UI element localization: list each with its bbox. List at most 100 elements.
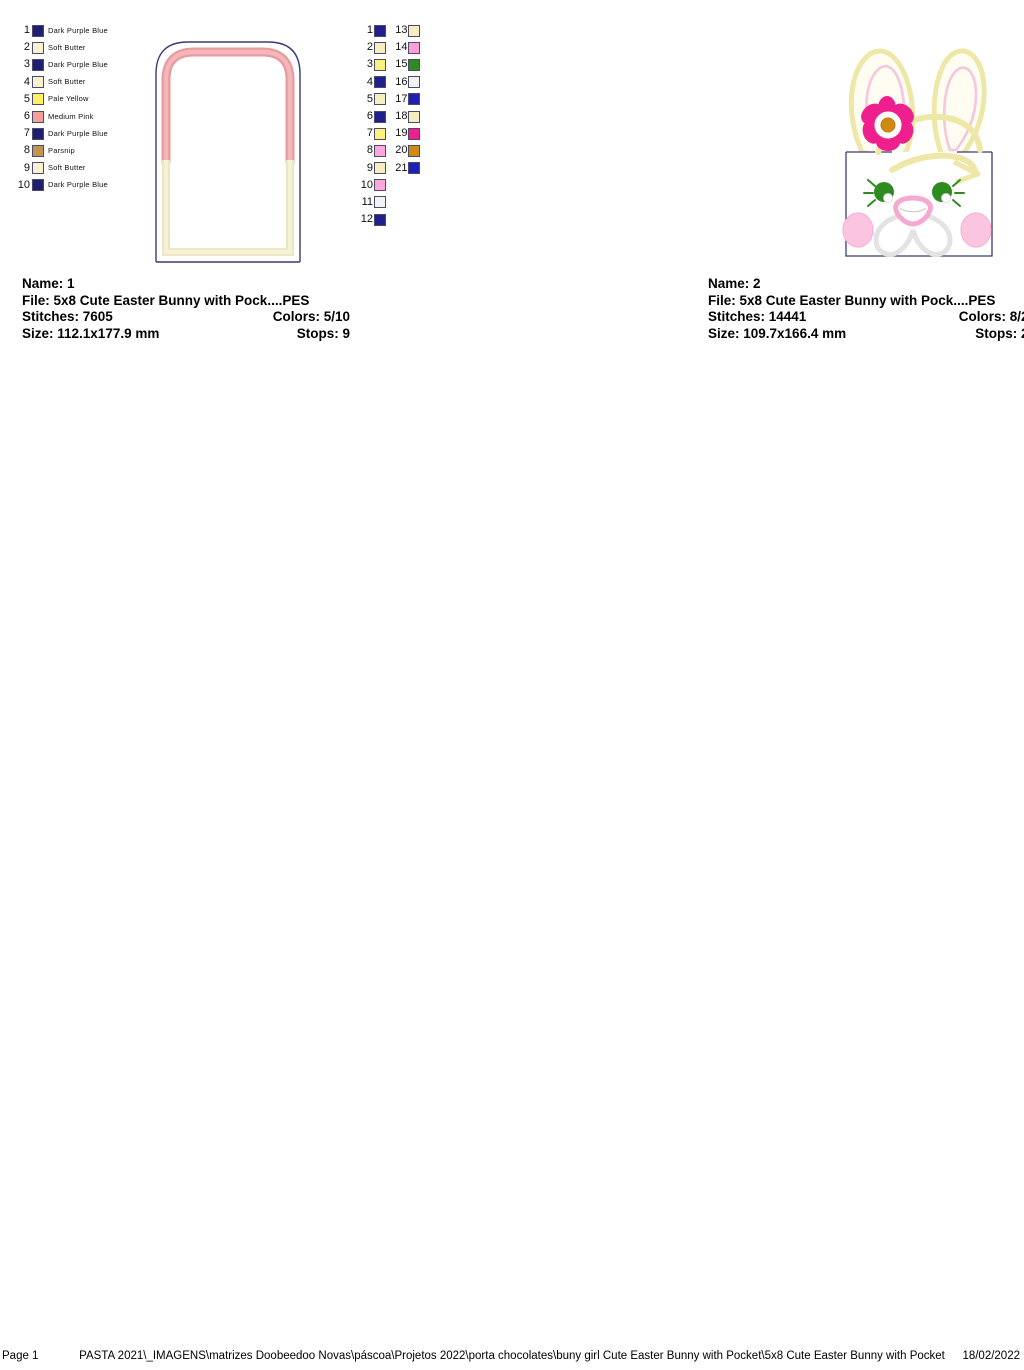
color-swatch[interactable] — [32, 179, 44, 192]
legend-index: 8 — [23, 144, 30, 157]
color-swatch[interactable] — [32, 93, 44, 106]
color-swatch[interactable] — [374, 144, 386, 157]
legend-row[interactable]: 10 — [356, 177, 386, 194]
legend-row[interactable]: 4 — [356, 74, 386, 91]
color-swatch[interactable] — [32, 76, 44, 89]
legend-index: 7 — [366, 127, 373, 140]
legend-index: 9 — [23, 161, 30, 174]
legend-row[interactable]: 12 — [356, 211, 386, 228]
color-swatch[interactable] — [374, 162, 386, 175]
legend-index: 2 — [23, 41, 30, 54]
legend-row[interactable]: 2 — [356, 39, 386, 56]
design-size: Size: 112.1x177.9 mm — [22, 325, 160, 341]
legend-row[interactable]: 2 Soft Butter — [12, 39, 108, 56]
legend-row[interactable]: 6 Medium Pink — [12, 108, 108, 125]
legend-column: 1 Dark Purple Blue 2 Soft Butter 3 Dark … — [12, 22, 108, 194]
legend-row[interactable]: 9 Soft Butter — [12, 160, 108, 177]
legend-row[interactable]: 18 — [390, 108, 421, 125]
color-swatch[interactable] — [374, 196, 386, 209]
color-swatch[interactable] — [374, 110, 386, 123]
color-swatch[interactable] — [374, 76, 386, 89]
color-swatch[interactable] — [374, 24, 386, 37]
color-swatch[interactable] — [374, 41, 386, 54]
color-swatch[interactable] — [408, 162, 421, 175]
legend-index: 3 — [366, 58, 373, 71]
legend-row[interactable]: 17 — [390, 91, 421, 108]
design-stitches: Stitches: 14441 — [708, 309, 807, 325]
footer-file-path: PASTA 2021\_IMAGENS\matrizes Doobeedoo N… — [79, 1350, 945, 1362]
legend-row[interactable]: 9 — [356, 160, 386, 177]
color-swatch[interactable] — [32, 144, 44, 157]
legend-index: 20 — [395, 144, 408, 157]
color-swatch[interactable] — [408, 144, 421, 157]
legend-row[interactable]: 21 — [390, 160, 421, 177]
color-swatch[interactable] — [32, 58, 44, 71]
legend-row[interactable]: 10 Dark Purple Blue — [12, 177, 108, 194]
color-swatch[interactable] — [408, 76, 421, 89]
color-swatch[interactable] — [408, 127, 421, 140]
color-swatch[interactable] — [32, 110, 44, 123]
color-swatch[interactable] — [408, 58, 421, 71]
legend-row[interactable]: 7 Dark Purple Blue — [12, 125, 108, 142]
design-stitches-colors: Stitches: 14441 Colors: 8/21 — [708, 309, 1024, 326]
design-stitches: Stitches: 7605 — [22, 309, 113, 325]
legend-row[interactable]: 11 — [356, 194, 386, 211]
legend-color-name: Dark Purple Blue — [48, 25, 108, 35]
color-swatch[interactable] — [374, 58, 386, 71]
legend-column-right: 13 14 15 16 17 18 — [390, 22, 421, 177]
legend-row[interactable]: 3 — [356, 56, 386, 73]
legend-row[interactable]: 14 — [390, 39, 421, 56]
legend-row[interactable]: 4 Soft Butter — [12, 74, 108, 91]
legend-row[interactable]: 15 — [390, 56, 421, 73]
legend-row[interactable]: 6 — [356, 108, 386, 125]
color-legend-1: 1 Dark Purple Blue 2 Soft Butter 3 Dark … — [12, 22, 108, 194]
legend-index: 1 — [366, 24, 373, 37]
color-swatch[interactable] — [408, 24, 421, 37]
color-swatch[interactable] — [374, 127, 386, 140]
color-swatch[interactable] — [374, 213, 386, 226]
legend-row[interactable]: 8 — [356, 142, 386, 159]
legend-index: 7 — [23, 127, 30, 140]
legend-row[interactable]: 7 — [356, 125, 386, 142]
color-swatch[interactable] — [374, 179, 386, 192]
legend-row[interactable]: 5 — [356, 91, 386, 108]
legend-index: 13 — [395, 24, 408, 37]
legend-index: 4 — [366, 75, 373, 88]
legend-row[interactable]: 1 — [356, 22, 386, 39]
flower-icon — [861, 96, 914, 151]
design-stitches-colors: Stitches: 7605 Colors: 5/10 — [22, 309, 350, 326]
legend-color-name: Parsnip — [48, 145, 75, 155]
legend-row[interactable]: 1 Dark Purple Blue — [12, 22, 108, 39]
design-preview-1[interactable] — [148, 34, 308, 269]
design-preview-2[interactable] — [832, 34, 1007, 271]
legend-color-name: Dark Purple Blue — [48, 180, 108, 190]
legend-color-name: Pale Yellow — [48, 94, 89, 104]
color-swatch[interactable] — [408, 110, 421, 123]
color-swatch[interactable] — [408, 41, 421, 54]
legend-row[interactable]: 20 — [390, 142, 421, 159]
legend-index: 16 — [395, 75, 408, 88]
color-swatch[interactable] — [374, 93, 386, 106]
legend-index: 4 — [23, 75, 30, 88]
legend-index: 14 — [395, 41, 408, 54]
color-swatch[interactable] — [32, 162, 44, 175]
color-swatch[interactable] — [32, 41, 44, 54]
legend-color-name: Dark Purple Blue — [48, 128, 108, 138]
design-info-2: Name: 2 File: 5x8 Cute Easter Bunny with… — [708, 276, 1024, 342]
design-name: Name: 1 — [22, 276, 75, 291]
color-swatch[interactable] — [32, 127, 44, 140]
legend-row[interactable]: 3 Dark Purple Blue — [12, 56, 108, 73]
legend-row[interactable]: 16 — [390, 74, 421, 91]
color-swatch[interactable] — [32, 24, 44, 37]
legend-color-name: Soft Butter — [48, 77, 86, 87]
legend-index: 19 — [395, 127, 408, 140]
legend-index: 5 — [366, 92, 373, 105]
legend-index: 2 — [366, 41, 373, 54]
legend-row[interactable]: 19 — [390, 125, 421, 142]
legend-row[interactable]: 13 — [390, 22, 421, 39]
legend-index: 1 — [23, 24, 30, 37]
legend-row[interactable]: 5 Pale Yellow — [12, 91, 108, 108]
color-swatch[interactable] — [408, 93, 421, 106]
legend-row[interactable]: 8 Parsnip — [12, 142, 108, 159]
legend-index: 18 — [395, 110, 408, 123]
